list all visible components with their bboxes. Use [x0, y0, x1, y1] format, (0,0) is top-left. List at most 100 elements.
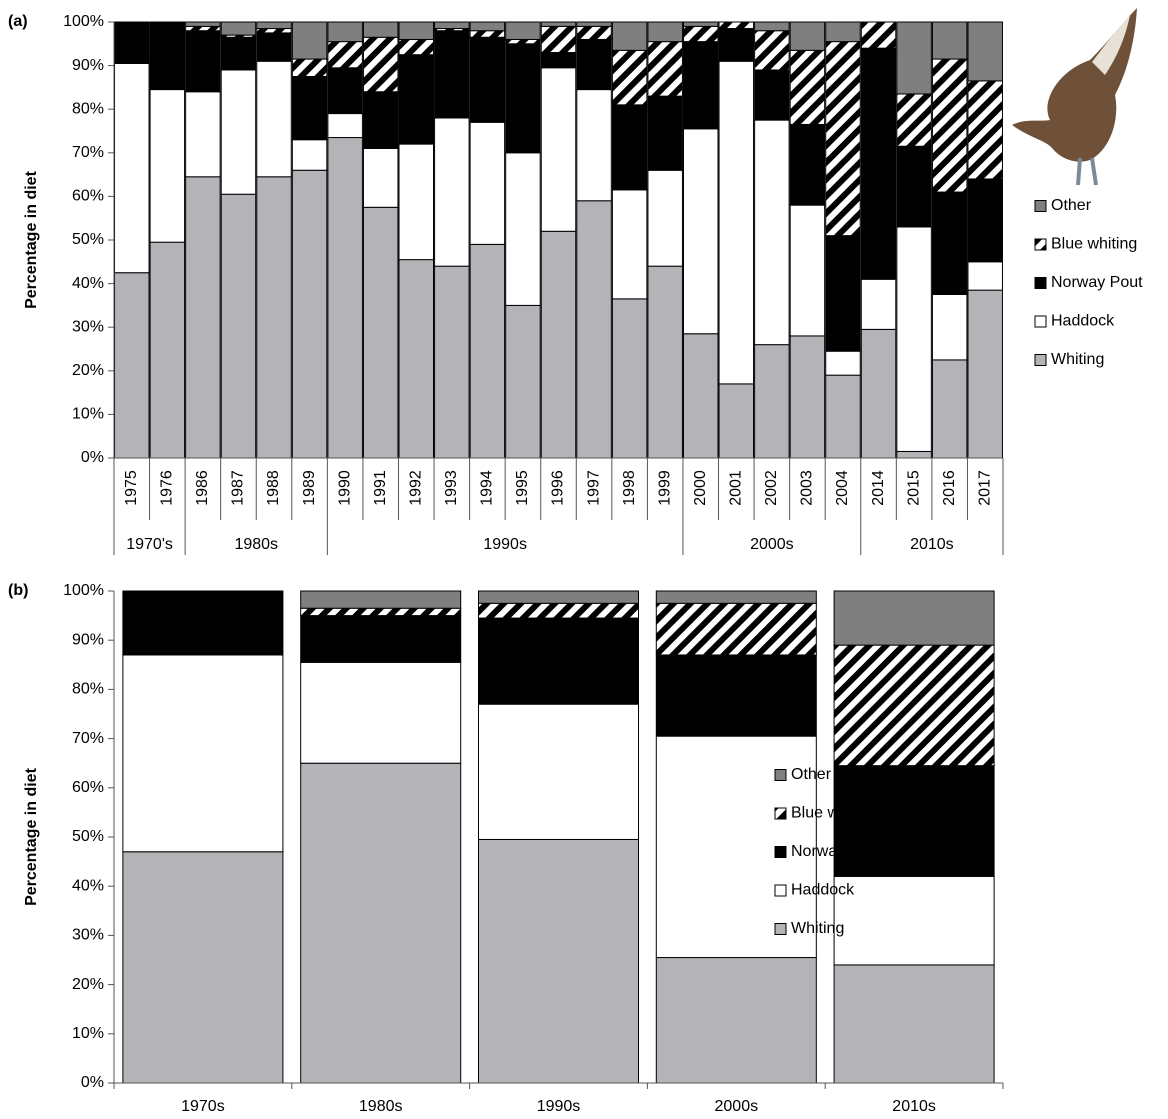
bar-segment	[931, 21, 968, 60]
legend-swatch	[774, 807, 787, 820]
legend-swatch	[774, 846, 787, 858]
x-tick-label: 1975	[123, 470, 140, 506]
bar-segment	[682, 41, 719, 130]
x-tick-label: 1995	[514, 470, 531, 506]
bar-segment	[220, 193, 257, 459]
bar-segment	[149, 241, 186, 459]
bar-segment	[220, 36, 257, 71]
bar-segment	[398, 21, 435, 40]
bar-segment	[860, 278, 897, 330]
y-tick-label: 10%	[72, 1025, 104, 1042]
group-label: 1980s	[234, 536, 278, 553]
bar-segment	[655, 957, 817, 1084]
y-tick-label: 50%	[72, 828, 104, 845]
bar-segment	[505, 304, 541, 459]
bar-segment	[611, 49, 648, 106]
bar-segment	[327, 21, 363, 43]
bar-segment	[754, 21, 790, 32]
bar-segment	[611, 104, 648, 191]
bar-segment	[718, 21, 755, 30]
bar-segment	[122, 590, 284, 656]
x-tick-label: 2015	[905, 470, 922, 506]
y-axis-title: Percentage in diet	[23, 170, 40, 308]
bar-segment	[114, 62, 150, 274]
bar-segment	[647, 41, 683, 97]
bar-segment	[896, 226, 932, 452]
bar-segment	[754, 344, 790, 459]
bar-segment	[398, 259, 435, 459]
legend-swatch	[774, 769, 787, 781]
bar-segment	[477, 703, 640, 840]
bar-segment	[220, 21, 257, 36]
x-tick-label: 1989	[301, 470, 318, 506]
bar-segment	[825, 41, 861, 237]
x-tick-label: 1986	[194, 470, 211, 506]
x-tick-label: 2000	[692, 470, 709, 506]
bar-segment	[477, 590, 640, 604]
legend-swatch	[1034, 238, 1047, 251]
y-tick-label: 100%	[63, 582, 104, 599]
bar-segment	[789, 49, 826, 125]
bar-segment	[477, 617, 640, 705]
bar-segment	[718, 28, 755, 62]
bar-segment	[611, 189, 648, 300]
y-tick-label: 80%	[72, 681, 104, 698]
bar-segment	[505, 43, 541, 154]
y-tick-label: 20%	[72, 976, 104, 993]
bar-segment	[540, 21, 577, 27]
bar-segment	[576, 21, 612, 27]
bar-segment	[505, 152, 541, 306]
x-tick-label: 1980s	[359, 1098, 403, 1115]
bar-segment	[576, 200, 612, 459]
bar-segment	[647, 95, 683, 171]
group-label: 1970's	[126, 536, 173, 553]
y-tick-label: 0%	[81, 449, 104, 466]
bar-segment	[362, 91, 399, 149]
bar-segment	[114, 272, 150, 459]
bar-segment	[185, 25, 221, 32]
legend-label: Whiting	[791, 920, 844, 937]
bar-segment	[327, 137, 363, 459]
bar-segment	[434, 265, 470, 459]
y-tick-label: 30%	[72, 318, 104, 335]
bar-segment	[682, 333, 719, 459]
bar-segment	[860, 328, 897, 459]
bar-segment	[754, 119, 790, 346]
bar-segment	[789, 335, 826, 459]
x-tick-label: 1999	[656, 470, 673, 506]
y-tick-label: 20%	[72, 362, 104, 379]
panel-label: (a)	[8, 13, 28, 30]
bar-segment	[327, 41, 363, 69]
bar-segment	[789, 21, 826, 51]
bar-segment	[655, 735, 817, 959]
x-tick-label: 1976	[159, 470, 176, 506]
bar-segment	[300, 661, 462, 764]
x-tick-label: 2016	[941, 470, 958, 506]
x-tick-label: 1996	[550, 470, 567, 506]
bar-segment	[291, 139, 328, 171]
legend-label: Blue whiting	[1051, 236, 1137, 253]
x-tick-label: 1988	[265, 470, 282, 506]
bar-segment	[967, 80, 1003, 180]
bar-segment	[540, 25, 577, 54]
bar-segment	[789, 123, 826, 206]
x-tick-label: 1997	[585, 470, 602, 506]
bar-segment	[611, 298, 648, 459]
bar-segment	[576, 38, 612, 91]
bar-segment	[647, 169, 683, 267]
legend-swatch	[1034, 354, 1047, 366]
bar-segment	[149, 21, 186, 91]
bar-segment	[300, 607, 462, 617]
bar-segment	[655, 602, 817, 656]
y-tick-label: 40%	[72, 877, 104, 894]
y-tick-label: 40%	[72, 275, 104, 292]
bar-segment	[540, 67, 577, 232]
x-tick-label: 2010s	[892, 1098, 936, 1115]
x-tick-label: 1993	[443, 470, 460, 506]
x-tick-label: 1990	[336, 470, 353, 506]
y-tick-label: 60%	[72, 779, 104, 796]
x-tick-label: 2002	[763, 470, 780, 506]
bar-segment	[362, 36, 399, 93]
bar-segment	[149, 89, 186, 243]
bar-segment	[931, 294, 968, 361]
